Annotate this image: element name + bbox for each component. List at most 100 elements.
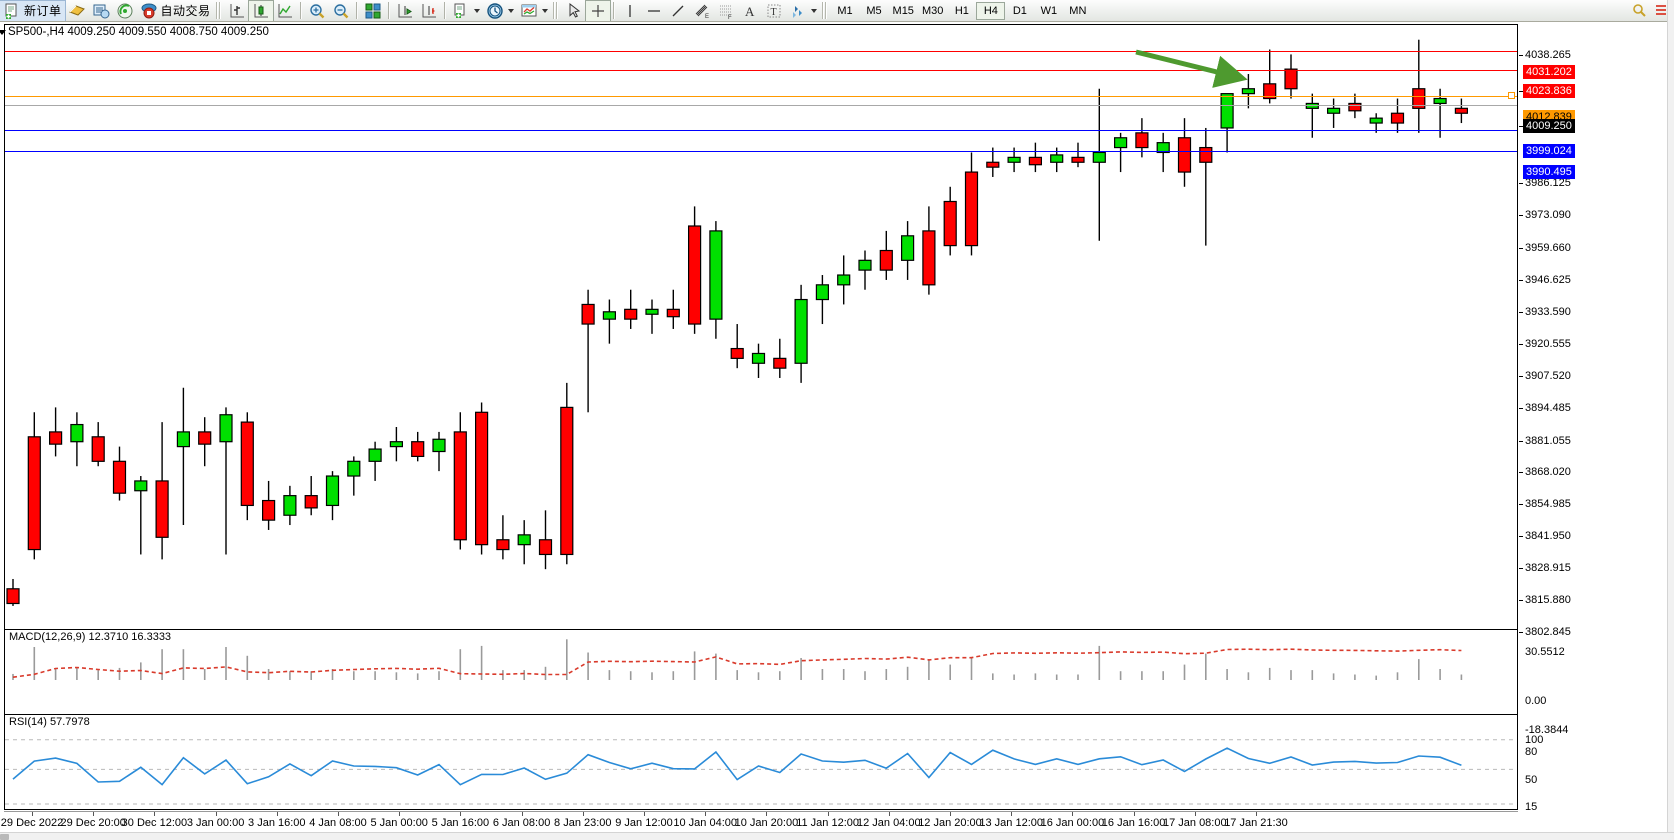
timeframe-m5[interactable]: M5 xyxy=(866,4,882,17)
trendline-button[interactable] xyxy=(666,1,690,21)
price-line-resistance[interactable] xyxy=(5,51,1517,53)
horizontal-scrollbar-thumb[interactable] xyxy=(0,834,9,840)
menu-button[interactable] xyxy=(1654,3,1668,17)
candle xyxy=(837,274,851,286)
time-tick xyxy=(705,812,707,816)
crosshair-button[interactable] xyxy=(584,0,611,21)
candle xyxy=(1433,97,1447,105)
price-line-resistance[interactable] xyxy=(5,69,1517,71)
bar-chart-button[interactable] xyxy=(225,1,249,21)
price-line-support[interactable] xyxy=(5,130,1517,132)
timeframe-m1[interactable]: M1 xyxy=(837,4,853,17)
candle xyxy=(155,480,169,538)
time-tick xyxy=(827,812,829,816)
equidistant-channel-icon: E xyxy=(695,4,709,20)
horizontal-line-button[interactable] xyxy=(642,1,666,21)
indicators-chevron-down-icon[interactable] xyxy=(473,8,480,13)
candlestick-series xyxy=(6,39,1469,606)
shapes-chevron-down-icon[interactable] xyxy=(810,8,817,13)
candle xyxy=(1050,154,1064,163)
toolbar-separator-3 xyxy=(387,2,390,19)
price-badge-support[interactable]: 3990.495 xyxy=(1523,165,1575,180)
price-line-support[interactable] xyxy=(5,151,1517,153)
zoom-out-button[interactable] xyxy=(329,1,353,21)
templates-chevron-down-icon[interactable] xyxy=(541,8,548,13)
candle xyxy=(1092,151,1106,163)
expert-advisors-button[interactable] xyxy=(65,1,89,21)
candlestick-chart-button[interactable] xyxy=(247,0,274,21)
line-chart-button[interactable] xyxy=(273,1,297,21)
candle xyxy=(815,284,830,301)
price-tick xyxy=(1519,536,1523,538)
chart-plot-area[interactable]: MACD(12,26,9) 12.3710 16.3333 RSI(14) 57… xyxy=(4,24,1518,810)
candle xyxy=(687,225,702,325)
periods-chevron-down-icon[interactable] xyxy=(507,8,514,13)
rsi-pane[interactable]: RSI(14) 57.7978 xyxy=(5,714,1517,809)
auto-scroll-button[interactable] xyxy=(417,1,441,21)
price-pane[interactable] xyxy=(5,25,1517,628)
zoom-in-button[interactable] xyxy=(305,1,329,21)
main-toolbar[interactable]: 新订单 自动交易 xyxy=(0,0,1674,22)
timeframe-m15[interactable]: M15 xyxy=(892,4,914,17)
shapes-button[interactable] xyxy=(786,1,820,21)
rsi-label: RSI(14) 57.7978 xyxy=(9,716,90,728)
candle xyxy=(1369,117,1383,124)
vertical-scrollbar[interactable] xyxy=(1667,0,1674,840)
periods-button[interactable] xyxy=(483,1,517,21)
time-tick xyxy=(950,812,951,816)
price-axis[interactable]: 4038.265 3986.125 3973.090 3959.660 3946.625… xyxy=(1519,46,1674,832)
price-badge-resistance[interactable]: 4031.202 xyxy=(1523,65,1575,80)
toolbar-grip-3[interactable] xyxy=(821,2,827,19)
macd-pane[interactable]: MACD(12,26,9) 12.3710 16.3333 xyxy=(5,629,1517,713)
timeframe-group[interactable]: M1 M5 M15 M30 H1 H4 D1 W1 MN xyxy=(831,1,1093,20)
price-line-order-level[interactable] xyxy=(5,96,1517,98)
price-tick xyxy=(1519,126,1523,128)
chart-window[interactable]: MACD(12,26,9) 12.3710 16.3333 RSI(14) 57… xyxy=(0,22,1674,840)
timeframe-h4[interactable]: H4 xyxy=(976,1,1006,20)
text-button[interactable]: A xyxy=(738,1,762,21)
timeframe-d1[interactable]: D1 xyxy=(1012,4,1027,17)
time-tick-label: 16 Jan 16:00 xyxy=(1101,817,1166,829)
price-badge-resistance[interactable]: 4023.836 xyxy=(1523,83,1575,98)
timeframe-h1[interactable]: H1 xyxy=(954,4,969,17)
price-badge-support[interactable]: 3999.024 xyxy=(1523,144,1575,159)
order-level-handle[interactable] xyxy=(1508,92,1515,100)
indicators-button[interactable] xyxy=(449,1,483,21)
horizontal-scrollbar[interactable] xyxy=(0,832,1674,840)
candle xyxy=(6,588,20,605)
templates-button[interactable] xyxy=(517,1,551,21)
timeframe-w1[interactable]: W1 xyxy=(1040,4,1058,17)
toolbar-grip-1[interactable] xyxy=(215,2,221,19)
price-tick xyxy=(1519,279,1523,281)
price-badge-last-price[interactable]: 4009.250 xyxy=(1523,119,1575,134)
search-button[interactable] xyxy=(1632,3,1646,17)
price-line-last-price[interactable] xyxy=(5,105,1517,107)
signals-button[interactable] xyxy=(113,1,137,21)
cursor-button[interactable] xyxy=(562,1,586,21)
data-window-button[interactable] xyxy=(89,1,113,21)
time-tick-label: 8 Jan 23:00 xyxy=(554,817,612,829)
chart-menu-caret-icon[interactable] xyxy=(0,30,6,35)
candle xyxy=(1113,137,1128,149)
auto-trading-label: 自动交易 xyxy=(160,4,211,18)
vertical-line-button[interactable] xyxy=(618,1,642,21)
fibonacci-button[interactable]: F xyxy=(714,1,738,21)
chart-shift-button[interactable] xyxy=(393,1,417,21)
toolbar-grip-2[interactable] xyxy=(552,2,558,19)
auto-trading-button[interactable]: 自动交易 xyxy=(137,1,214,21)
time-tick-label: 9 Jan 12:00 xyxy=(615,817,673,829)
candle xyxy=(27,436,41,551)
time-axis[interactable]: 29 Dec 2022 29 Dec 20:00 30 Dec 12:00 3 Jan… xyxy=(1,811,1518,835)
candle xyxy=(1263,83,1277,100)
zoom-in-icon xyxy=(309,3,324,18)
candlestick-chart-icon xyxy=(254,3,268,17)
time-tick xyxy=(460,812,462,816)
new-order-button[interactable]: 新订单 xyxy=(0,0,66,21)
timeframe-m30[interactable]: M30 xyxy=(921,4,944,17)
time-tick xyxy=(1133,812,1135,816)
text-label-button[interactable]: T xyxy=(762,1,786,21)
tile-windows-button[interactable] xyxy=(361,1,385,21)
candle xyxy=(1071,156,1085,163)
equidistant-channel-button[interactable]: E xyxy=(690,1,714,21)
timeframe-mn[interactable]: MN xyxy=(1069,4,1087,17)
